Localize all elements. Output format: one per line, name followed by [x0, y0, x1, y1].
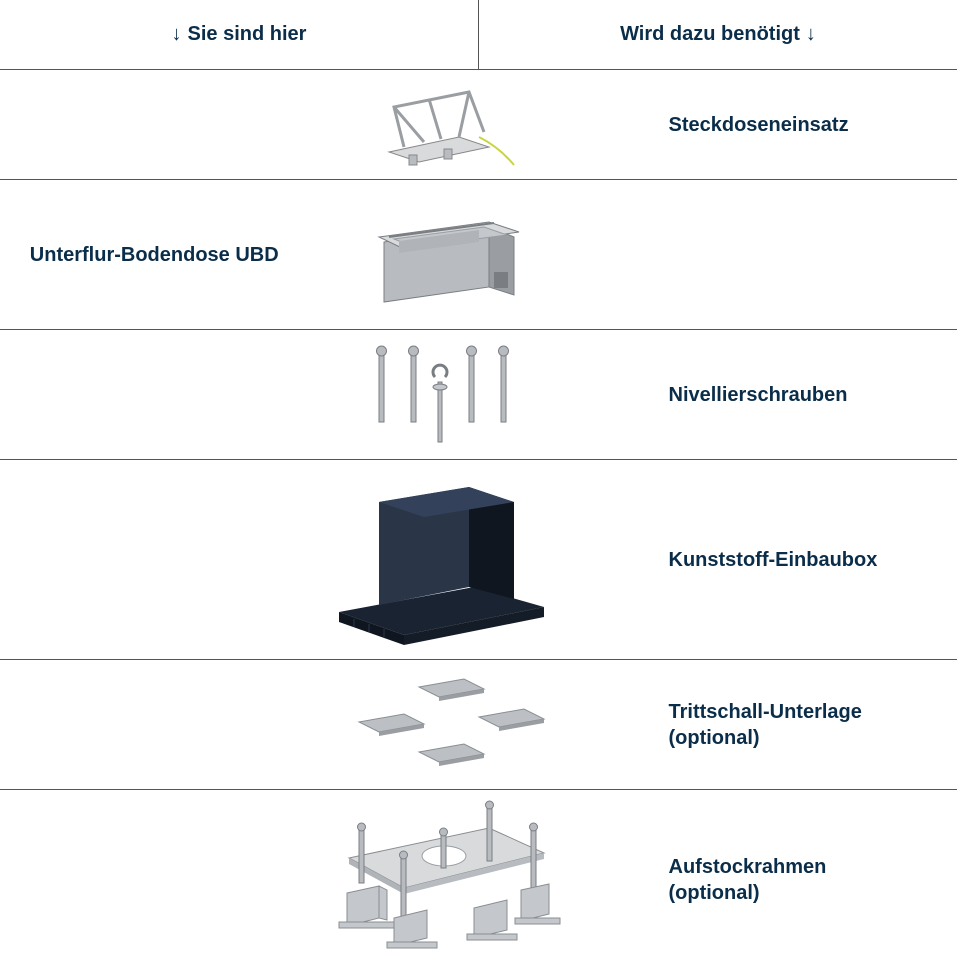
down-arrow-icon: ↓: [806, 23, 816, 46]
header-left: ↓ Sie sind hier: [0, 0, 479, 69]
down-arrow-icon: ↓: [172, 23, 182, 46]
label-left: [0, 660, 309, 789]
row-leveling-screws: Nivellierschrauben: [0, 330, 957, 460]
label-right: Aufstockrahmen (optional): [569, 790, 957, 970]
image-floorbox: [309, 180, 569, 329]
row-socket-insert: Steckdoseneinsatz: [0, 70, 957, 180]
label-left: [0, 790, 309, 970]
image-socket-insert: [309, 70, 569, 179]
diagram-container: ↓ Sie sind hier Wird dazu benötigt ↓: [0, 0, 957, 970]
image-plastic-box: [309, 460, 569, 659]
header-right: Wird dazu benötigt ↓: [479, 0, 957, 69]
label-left: [0, 460, 309, 659]
label-left: Unterflur-Bodendose UBD: [0, 180, 309, 329]
header-left-text: Sie sind hier: [188, 23, 307, 46]
row-floorbox: Unterflur-Bodendose UBD: [0, 180, 957, 330]
label-right: [569, 180, 957, 329]
image-raising-frame: [309, 790, 569, 970]
label-right: Trittschall-Unterlage (optional): [569, 660, 957, 789]
image-impact-pads: [309, 660, 569, 789]
row-plastic-box: Kunststoff-Einbaubox: [0, 460, 957, 660]
label-left: [0, 70, 309, 179]
header-right-text: Wird dazu benötigt: [620, 23, 800, 46]
row-impact-pads: Trittschall-Unterlage (optional): [0, 660, 957, 790]
header-row: ↓ Sie sind hier Wird dazu benötigt ↓: [0, 0, 957, 70]
row-raising-frame: Aufstockrahmen (optional): [0, 790, 957, 970]
label-right: Nivellierschrauben: [569, 330, 957, 459]
label-left: [0, 330, 309, 459]
label-right: Kunststoff-Einbaubox: [569, 460, 957, 659]
image-leveling-screws: [309, 330, 569, 459]
label-right: Steckdoseneinsatz: [569, 70, 957, 179]
